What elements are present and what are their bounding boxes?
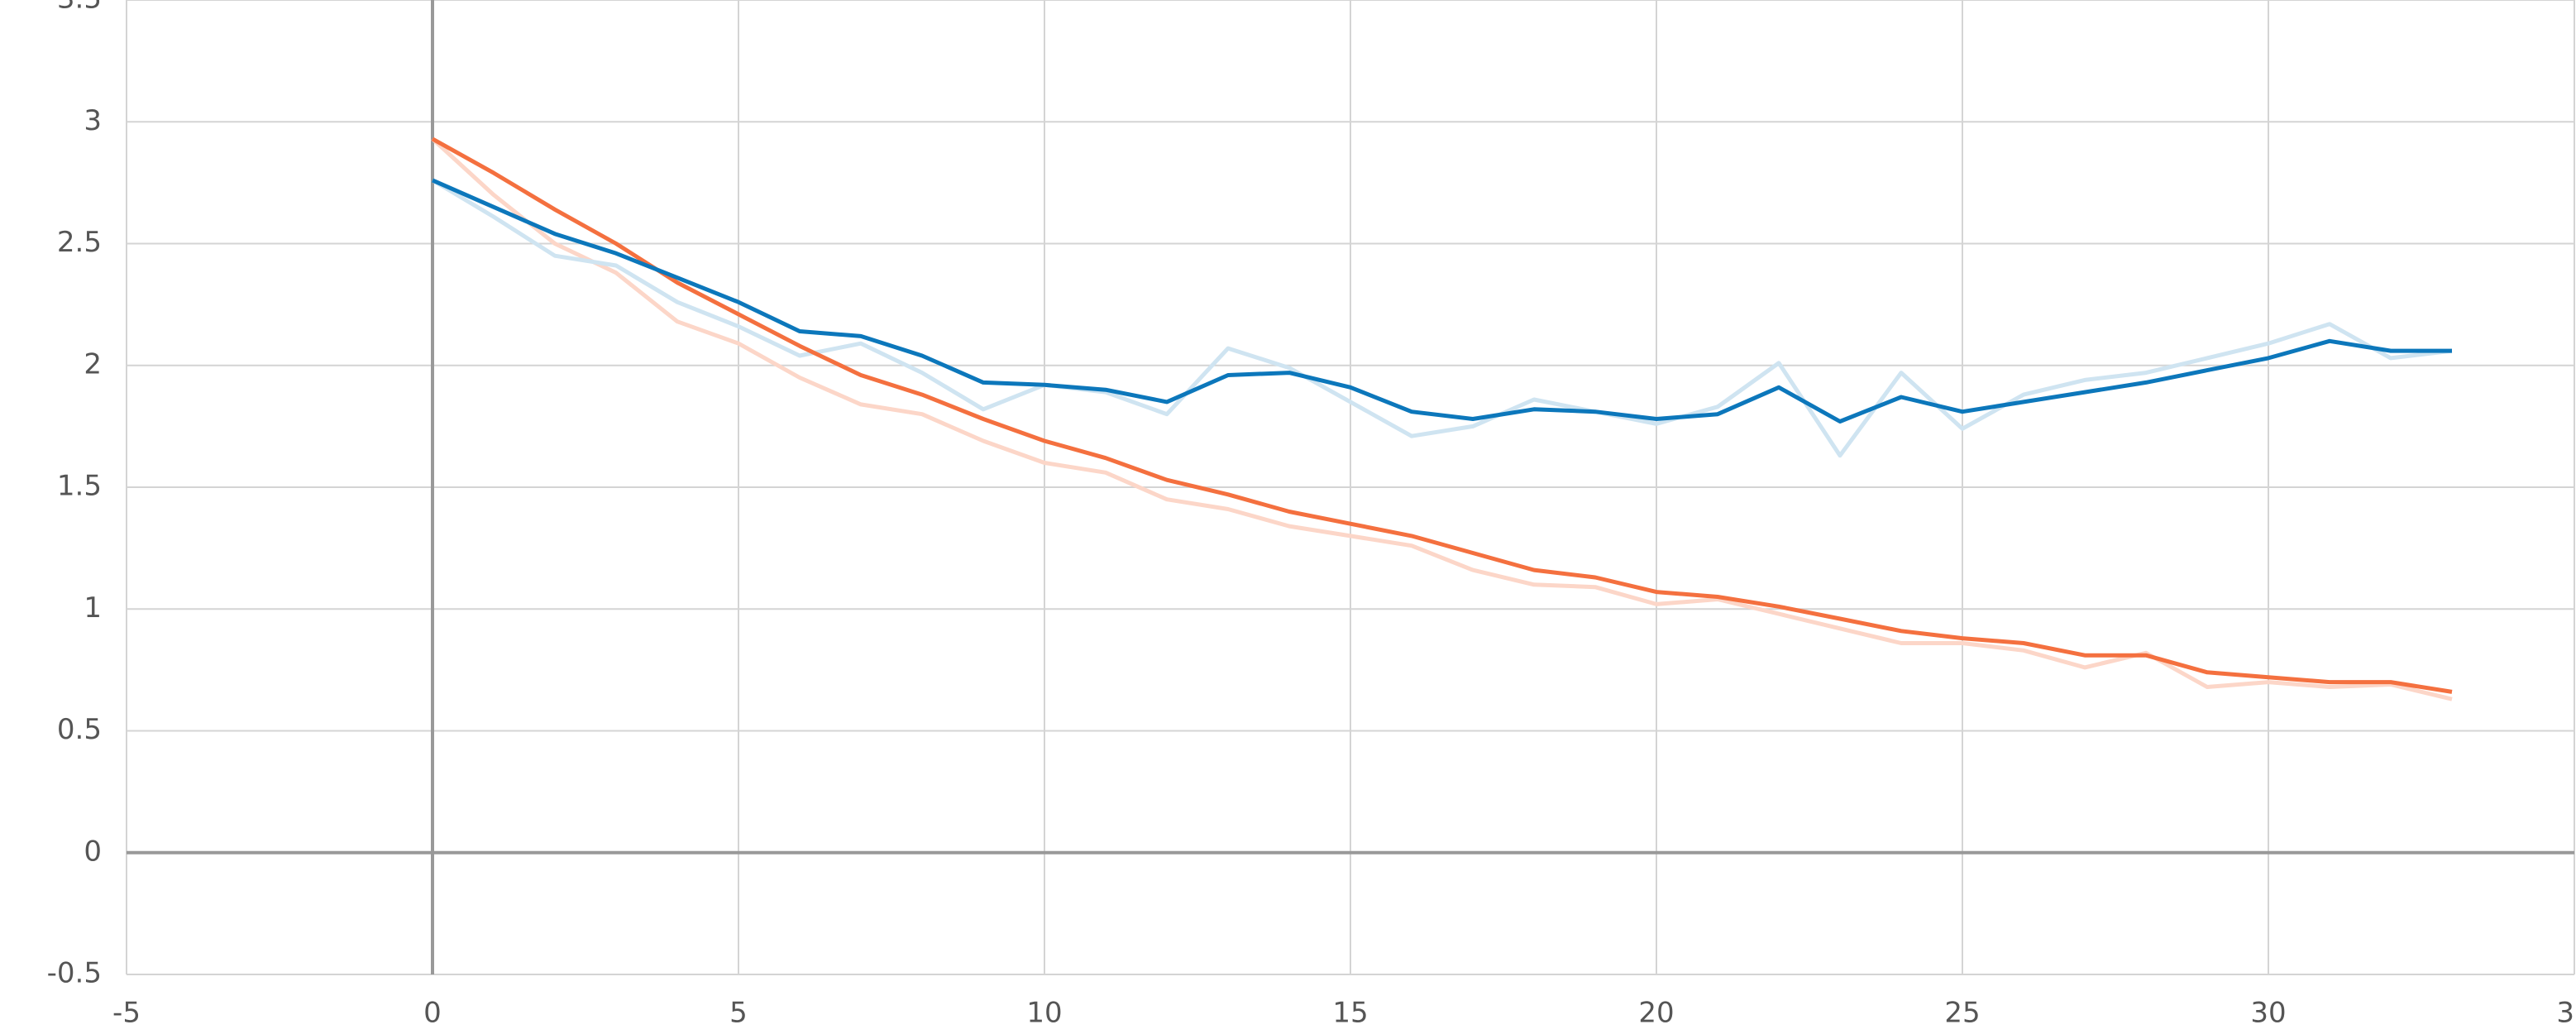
x-tick-label: 35 (2556, 997, 2576, 1030)
x-tick-label: 5 (729, 997, 748, 1030)
series-line (431, 136, 2453, 694)
y-tick-label: 1.5 (57, 470, 102, 503)
y-tick-label: 0 (84, 835, 102, 868)
y-tick-label: 2 (84, 347, 102, 381)
y-tick-label: 3.5 (57, 0, 102, 16)
x-tick-label: 0 (423, 997, 442, 1030)
series-line (431, 137, 2453, 701)
y-tick-label: 3 (84, 104, 102, 137)
x-tick-label: 15 (1332, 997, 1368, 1030)
y-tick-label: -0.5 (47, 957, 102, 990)
series-line (431, 178, 2453, 458)
y-tick-label: 1 (84, 591, 102, 625)
x-tick-label: 10 (1026, 997, 1062, 1030)
x-tick-label: 25 (1944, 997, 1980, 1030)
x-tick-label: 30 (2250, 997, 2286, 1030)
x-tick-label: -5 (112, 997, 141, 1030)
x-tick-label: 20 (1638, 997, 1674, 1030)
y-tick-label: 2.5 (57, 226, 102, 259)
series-line (431, 178, 2452, 424)
y-tick-label: 0.5 (57, 713, 102, 746)
